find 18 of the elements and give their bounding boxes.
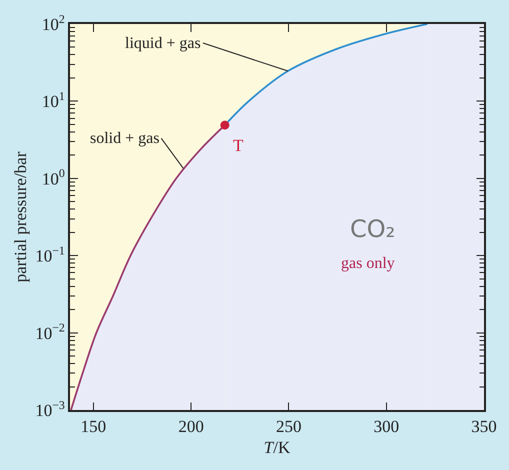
x-tick-label: 150 xyxy=(80,417,106,436)
y-tick-label: 10$^{−1}$ xyxy=(35,243,65,266)
x-axis-title: T/K xyxy=(264,438,291,458)
y-tick-label: 10$^{0}$ xyxy=(42,166,65,188)
annotation: T xyxy=(233,136,244,155)
x-tick-label: 300 xyxy=(374,417,400,436)
annotation: gas only xyxy=(341,255,395,272)
y-tick-label: 10$^{1}$ xyxy=(42,89,65,112)
annotation: CO₂ xyxy=(350,215,396,243)
y-tick-label: 10$^{−3}$ xyxy=(35,398,65,420)
x-tick-label: 200 xyxy=(178,417,204,436)
y-tick-label: 10$^{−2}$ xyxy=(35,320,65,343)
annotation: solid + gas xyxy=(90,130,160,147)
y-axis-title: partial pressure/bar xyxy=(11,151,30,282)
y-tick-label: 10$^{2}$ xyxy=(42,12,65,34)
x-tick-label: 350 xyxy=(471,417,497,436)
x-tick-label: 250 xyxy=(276,417,302,436)
annotation: liquid + gas xyxy=(125,35,201,52)
